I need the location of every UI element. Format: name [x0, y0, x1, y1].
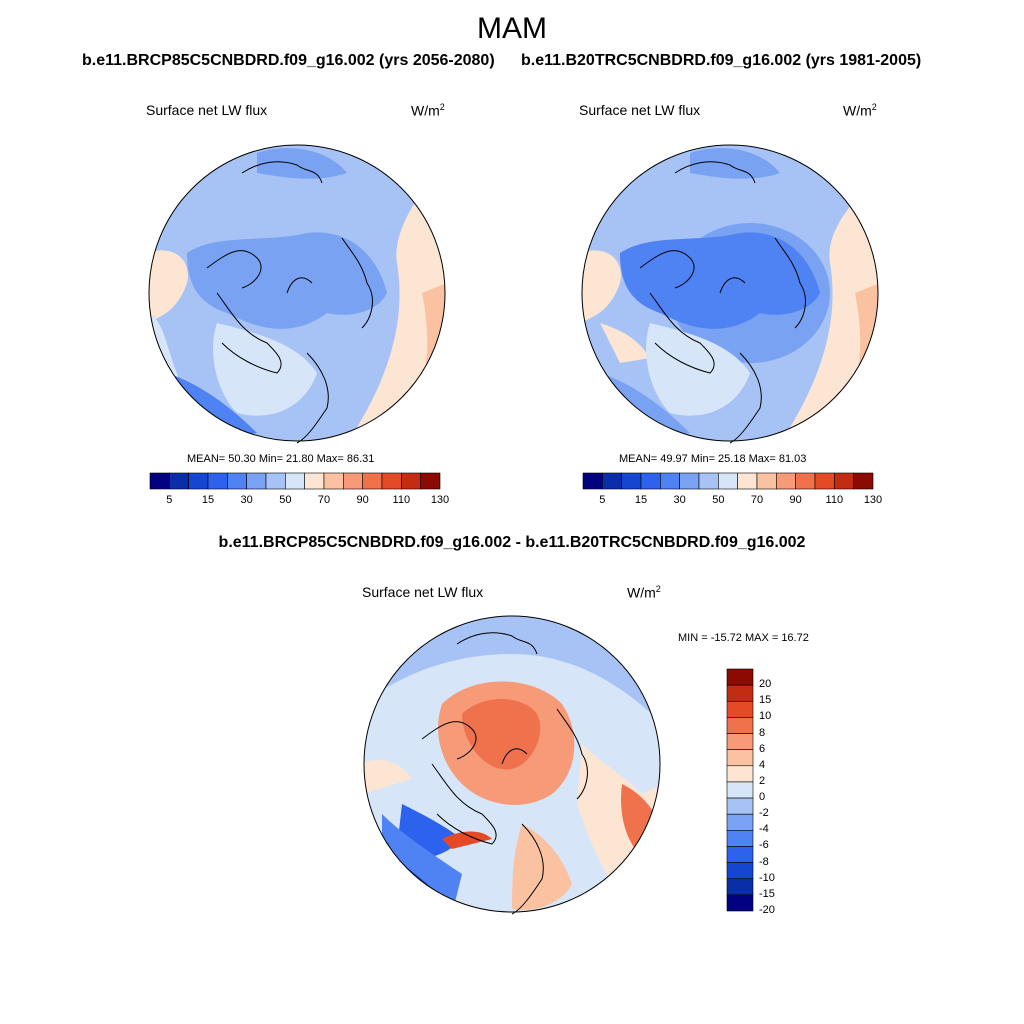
- colorbar-tick-label: -8: [759, 855, 769, 868]
- colorbar-tick-label: -15: [759, 887, 775, 900]
- colorbar-swatch: [602, 472, 622, 490]
- colorbar-swatch: [246, 472, 267, 490]
- colorbar-swatch: [726, 765, 754, 783]
- colorbar-swatch: [726, 717, 754, 734]
- colorbar-tick-label: 110: [825, 494, 844, 506]
- colorbar-tick-label: -4: [759, 823, 769, 836]
- left-stats: MEAN= 50.30 Min= 21.80 Max= 86.31: [187, 453, 375, 465]
- colorbar-swatch: [343, 472, 363, 490]
- colorbar-tick-label: 15: [201, 494, 215, 506]
- colorbar-swatch: [726, 684, 754, 702]
- colorbar-swatch: [304, 472, 325, 490]
- colorbar-tick-label: 130: [863, 494, 883, 506]
- colorbar-tick-label: -20: [759, 904, 775, 916]
- colorbar-swatch: [814, 472, 835, 490]
- colorbar-swatch: [207, 472, 228, 490]
- colorbar-swatch: [188, 472, 209, 490]
- colorbar-swatch: [726, 668, 754, 686]
- right-variable-label: Surface net LW flux: [579, 102, 701, 118]
- colorbar-swatch: [726, 813, 754, 831]
- colorbar-swatch: [420, 472, 441, 490]
- colorbar-tick-label: 30: [673, 494, 686, 506]
- colorbar-tick-label: 8: [759, 726, 766, 739]
- colorbar-tick-label: 50: [712, 494, 725, 506]
- colorbar-swatch: [726, 700, 754, 718]
- colorbar-tick-label: 70: [317, 494, 331, 506]
- colorbar-swatch: [726, 733, 754, 750]
- colorbar-swatch: [679, 472, 700, 490]
- left-colorbar: [149, 472, 441, 490]
- colorbar-tick-label: 70: [750, 494, 764, 506]
- colorbar-swatch: [726, 749, 754, 767]
- right-unit-label: W/m2: [843, 102, 877, 119]
- colorbar-tick-label: 15: [634, 494, 648, 506]
- colorbar-tick-label: 6: [759, 742, 766, 755]
- colorbar-swatch: [698, 472, 719, 490]
- colorbar-swatch: [323, 472, 344, 490]
- difference-title: b.e11.BRCP85C5CNBDRD.f09_g16.002 - b.e11…: [218, 534, 806, 551]
- diff-stats: MIN = -15.72 MAX = 16.72: [678, 632, 809, 644]
- colorbar-swatch: [756, 472, 777, 490]
- colorbar-swatch: [362, 472, 383, 490]
- colorbar-tick-label: 30: [240, 494, 253, 506]
- colorbar-tick-label: 2: [759, 774, 766, 787]
- colorbar-tick-label: -10: [759, 871, 775, 884]
- left-case-title: b.e11.BRCP85C5CNBDRD.f09_g16.002 (yrs 20…: [82, 52, 495, 69]
- diff-polar-map: [363, 615, 661, 915]
- colorbar-swatch: [726, 830, 754, 847]
- colorbar-swatch: [285, 472, 305, 490]
- diff-variable-label: Surface net LW flux: [362, 584, 484, 600]
- colorbar-swatch: [726, 862, 754, 880]
- colorbar-tick-label: 90: [789, 494, 802, 506]
- colorbar-swatch: [726, 846, 754, 863]
- colorbar-tick-label: 15: [759, 694, 772, 707]
- left-variable-label: Surface net LW flux: [146, 102, 268, 118]
- colorbar-tick-label: 130: [430, 494, 450, 506]
- right-colorbar: [582, 472, 874, 490]
- colorbar-tick-label: 4: [759, 758, 766, 771]
- colorbar-swatch: [776, 472, 796, 490]
- right-polar-map: [581, 144, 879, 444]
- colorbar-swatch: [726, 797, 754, 815]
- colorbar-tick-label: 5: [599, 494, 606, 506]
- colorbar-swatch: [834, 472, 854, 490]
- colorbar-swatch: [401, 472, 421, 490]
- figure-title: MAM: [477, 12, 547, 45]
- colorbar-swatch: [853, 472, 874, 490]
- colorbar-swatch: [381, 472, 402, 490]
- colorbar-swatch: [726, 878, 754, 896]
- colorbar-swatch: [227, 472, 247, 490]
- colorbar-swatch: [621, 472, 642, 490]
- left-unit-label: W/m2: [411, 102, 445, 119]
- right-case-title: b.e11.B20TRC5CNBDRD.f09_g16.002 (yrs 198…: [521, 52, 922, 69]
- colorbar-swatch: [737, 472, 758, 490]
- colorbar-tick-label: -2: [759, 807, 769, 820]
- right-stats: MEAN= 49.97 Min= 25.18 Max= 81.03: [619, 453, 807, 465]
- colorbar-tick-label: 5: [166, 494, 173, 506]
- colorbar-swatch: [726, 781, 754, 799]
- colorbar-swatch: [660, 472, 680, 490]
- colorbar-swatch: [726, 894, 754, 912]
- colorbar-swatch: [582, 472, 603, 490]
- colorbar-swatch: [640, 472, 661, 490]
- diff-unit-label: W/m2: [627, 584, 661, 601]
- colorbar-tick-label: 10: [759, 710, 772, 723]
- colorbar-swatch: [169, 472, 189, 490]
- colorbar-tick-label: 110: [392, 494, 411, 506]
- colorbar-swatch: [265, 472, 286, 490]
- left-polar-map: [148, 144, 446, 444]
- colorbar-tick-label: 90: [356, 494, 369, 506]
- colorbar-swatch: [718, 472, 738, 490]
- diff-colorbar: [726, 668, 754, 912]
- colorbar-tick-label: 0: [759, 791, 766, 804]
- colorbar-swatch: [149, 472, 170, 490]
- colorbar-tick-label: 20: [759, 678, 772, 691]
- colorbar-swatch: [795, 472, 816, 490]
- colorbar-tick-label: -6: [759, 839, 769, 852]
- colorbar-tick-label: 50: [279, 494, 292, 506]
